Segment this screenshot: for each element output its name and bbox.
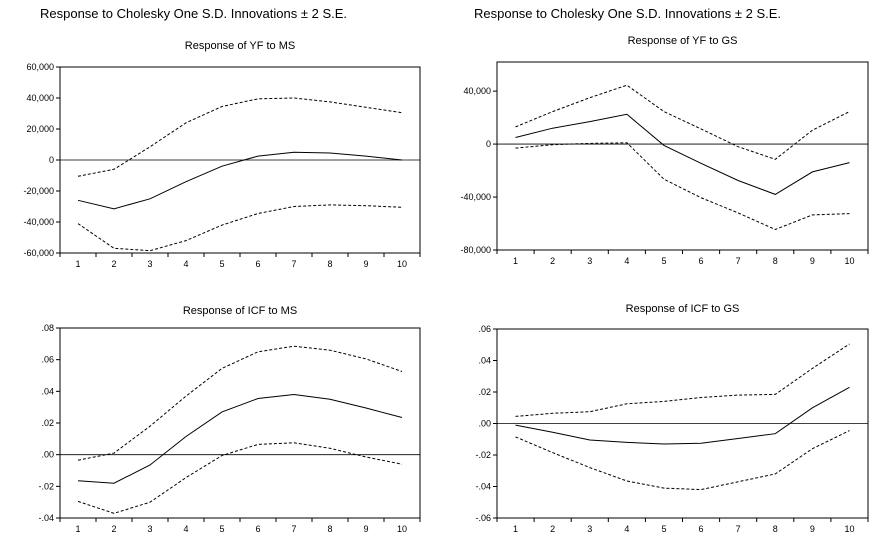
- panel-3-y-tick-label: .00: [41, 450, 54, 460]
- panel-3-x-tick-label: 8: [327, 524, 332, 534]
- panel-1-response-line: [77, 151, 403, 210]
- panel-2-y-tick-label: -40,000: [460, 192, 491, 202]
- panel-1-x-tick-label: 8: [327, 259, 332, 269]
- panel-1-upper-band-line: [77, 97, 403, 177]
- panel-1-x-tick-label: 1: [75, 259, 80, 269]
- panel-3-x-tick-label: 1: [75, 524, 80, 534]
- panel-4-y-tick-label: .00: [478, 419, 491, 429]
- panel-1-x-tick-label: 2: [111, 259, 116, 269]
- panel-4-y-tick-label: -.06: [475, 513, 491, 523]
- panel-1-x-tick-label: 5: [219, 259, 224, 269]
- panel-4-upper-band-line: [515, 343, 850, 417]
- panel-4-x-tick-label: 4: [624, 524, 629, 534]
- panel-2-x-tick-label: 2: [550, 256, 555, 266]
- panel-4-response-line: [515, 386, 850, 445]
- panel-1-y-tick-label: 20,000: [26, 124, 54, 134]
- panel-4-y-tick-label: -.02: [475, 450, 491, 460]
- panel-3-y-tick-label: -.04: [38, 513, 54, 523]
- panel-2-y-tick-label: 0: [486, 139, 491, 149]
- panel-1-y-tick-label: 0: [49, 155, 54, 165]
- panel-1-x-tick-label: 9: [363, 259, 368, 269]
- panel-2-lower-band-line: [515, 142, 850, 231]
- panel-2-x-tick-label: 3: [587, 256, 592, 266]
- panel-2-x-tick-label: 5: [661, 256, 666, 266]
- panel-4-y-tick-label: -.04: [475, 482, 491, 492]
- panel-2-x-tick-label: 10: [844, 256, 854, 266]
- panel-2-y-tick-label: -80,000: [460, 245, 491, 255]
- panel-1-y-tick-label: -60,000: [23, 248, 54, 258]
- panel-4-x-tick-label: 3: [587, 524, 592, 534]
- panel-4-title: Response of ICF to GS: [626, 303, 740, 315]
- panel-3-x-tick-label: 7: [291, 524, 296, 534]
- figure-supertitle-right: Response to Cholesky One S.D. Innovation…: [474, 6, 782, 21]
- panel-4-x-tick-label: 6: [699, 524, 704, 534]
- panel-2-y-tick-label: 40,000: [463, 86, 491, 96]
- panel-2-x-tick-label: 6: [699, 256, 704, 266]
- panel-1-x-tick-label: 3: [147, 259, 152, 269]
- panel-3-x-tick-label: 10: [397, 524, 407, 534]
- panel-2-response-line: [515, 113, 850, 195]
- panel-4-y-tick-label: .06: [478, 324, 491, 334]
- panel-4-x-tick-label: 10: [844, 524, 854, 534]
- panel-3-x-tick-label: 5: [219, 524, 224, 534]
- panel-3-y-tick-label: .04: [41, 386, 54, 396]
- panel-1-y-tick-label: 40,000: [26, 93, 54, 103]
- panel-2-x-tick-label: 7: [736, 256, 741, 266]
- panel-4-lower-band-line: [515, 430, 850, 491]
- panel-2-x-tick-label: 8: [773, 256, 778, 266]
- panel-1-x-tick-label: 10: [397, 259, 407, 269]
- panel-3-x-tick-label: 4: [183, 524, 188, 534]
- panel-1-x-tick-label: 6: [255, 259, 260, 269]
- panel-3-upper-band-line: [77, 345, 403, 461]
- panel-1-y-tick-label: -40,000: [23, 217, 54, 227]
- panel-1-x-tick-label: 4: [183, 259, 188, 269]
- panel-4-y-tick-label: .04: [478, 356, 491, 366]
- panel-4-x-tick-label: 5: [661, 524, 666, 534]
- panel-1-title: Response of YF to MS: [185, 40, 295, 52]
- panel-3-title: Response of ICF to MS: [183, 305, 297, 317]
- panel-2-x-tick-label: 9: [810, 256, 815, 266]
- panel-1-y-tick-label: 60,000: [26, 62, 54, 72]
- figure-supertitle-left: Response to Cholesky One S.D. Innovation…: [40, 6, 348, 21]
- panel-2-upper-band-line: [515, 84, 850, 160]
- panel-1-y-tick-label: -20,000: [23, 186, 54, 196]
- panel-1-lower-band-line: [77, 204, 403, 252]
- panel-4-x-tick-label: 1: [513, 524, 518, 534]
- panel-3-y-tick-label: -.02: [38, 481, 54, 491]
- panel-2-x-tick-label: 4: [624, 256, 629, 266]
- panel-3-x-tick-label: 9: [363, 524, 368, 534]
- panel-3-x-tick-label: 2: [111, 524, 116, 534]
- panel-2-title: Response of YF to GS: [628, 35, 738, 47]
- panel-3-y-tick-label: .02: [41, 418, 54, 428]
- panel-4-x-tick-label: 7: [736, 524, 741, 534]
- panel-2-frame: [496, 61, 869, 251]
- panel-3-lower-band-line: [77, 442, 403, 514]
- panel-3-response-line: [77, 393, 403, 484]
- panel-3-y-tick-label: .06: [41, 355, 54, 365]
- panel-4-x-tick-label: 8: [773, 524, 778, 534]
- panel-2-x-tick-label: 1: [513, 256, 518, 266]
- panel-4-x-tick-label: 9: [810, 524, 815, 534]
- panel-4-y-tick-label: .02: [478, 387, 491, 397]
- panel-1-x-tick-label: 7: [291, 259, 296, 269]
- panel-4-x-tick-label: 2: [550, 524, 555, 534]
- panel-3-frame: [59, 327, 421, 519]
- panel-3-y-tick-label: .08: [41, 323, 54, 333]
- panel-3-x-tick-label: 3: [147, 524, 152, 534]
- panel-3-x-tick-label: 6: [255, 524, 260, 534]
